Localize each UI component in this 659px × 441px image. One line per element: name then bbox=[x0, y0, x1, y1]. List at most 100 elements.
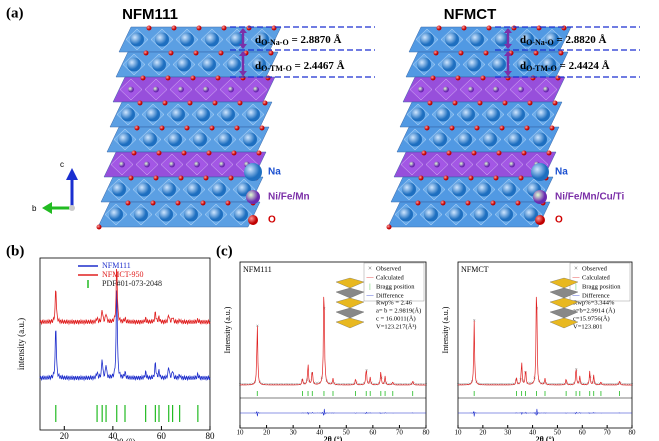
na-atom bbox=[209, 207, 223, 222]
d-spacing-label: dO-TM-O = 2.4467 Å bbox=[255, 60, 345, 73]
d-symbol: d bbox=[520, 60, 526, 72]
observed-point: × bbox=[410, 383, 413, 388]
observed-point: × bbox=[340, 383, 343, 388]
observed-point: × bbox=[596, 383, 599, 388]
o-atom bbox=[530, 75, 536, 81]
observed-point: × bbox=[251, 382, 254, 387]
d-subscript: O-TM-O bbox=[526, 64, 557, 73]
na-atom bbox=[121, 107, 135, 122]
observed-point: × bbox=[531, 382, 534, 387]
observed-point: × bbox=[345, 383, 348, 388]
observed-point: × bbox=[491, 383, 494, 388]
o-atom bbox=[175, 200, 181, 206]
observed-point: × bbox=[498, 383, 501, 388]
observed-point: × bbox=[368, 381, 371, 386]
o-atom bbox=[237, 100, 243, 106]
na-atom bbox=[442, 57, 456, 72]
observed-point: × bbox=[577, 381, 580, 386]
observed-point: × bbox=[333, 382, 336, 387]
na-atom bbox=[168, 132, 182, 147]
o-atom bbox=[128, 175, 134, 181]
o-atom bbox=[490, 200, 496, 206]
observed-point: × bbox=[482, 383, 485, 388]
d-symbol: d bbox=[255, 34, 261, 46]
x-tick-label: 50 bbox=[554, 429, 562, 437]
legend-symbol: | bbox=[575, 283, 576, 291]
observed-point: × bbox=[561, 383, 564, 388]
na-atom bbox=[187, 182, 201, 197]
na-atom bbox=[399, 207, 413, 222]
o-atom bbox=[552, 100, 558, 106]
observed-point: × bbox=[587, 382, 590, 387]
d-symbol: d bbox=[255, 60, 261, 72]
na-atom bbox=[230, 32, 244, 47]
x-tick-label: 70 bbox=[604, 429, 612, 437]
observed-point: × bbox=[598, 383, 601, 388]
x-tick-label: 60 bbox=[369, 429, 377, 437]
observed-point: × bbox=[512, 383, 515, 388]
na-atom bbox=[492, 57, 506, 72]
tm-atom bbox=[493, 86, 499, 93]
na-atom bbox=[458, 132, 472, 147]
tm-atom bbox=[543, 86, 549, 93]
legend-label: Bragg position bbox=[376, 283, 415, 290]
o-atom bbox=[125, 200, 131, 206]
o-atom bbox=[200, 200, 206, 206]
y-axis-label: intensity (a.u.) bbox=[16, 318, 26, 370]
tm-atom bbox=[484, 161, 490, 168]
plot-frame bbox=[457, 261, 633, 429]
legend-label: Bragg position bbox=[582, 283, 621, 290]
legend-symbol: — bbox=[572, 292, 581, 300]
o-atom bbox=[455, 75, 461, 81]
legend-box bbox=[569, 262, 631, 302]
observed-point: × bbox=[288, 383, 291, 388]
o-atom bbox=[502, 100, 508, 106]
d-value: = 2.8820 Å bbox=[554, 34, 607, 46]
o-atom bbox=[561, 25, 567, 31]
legend-o bbox=[535, 215, 545, 225]
o-atom bbox=[228, 175, 234, 181]
legend-label: Difference bbox=[376, 292, 404, 299]
observed-point: × bbox=[487, 383, 490, 388]
o-atom bbox=[518, 175, 524, 181]
o-atom bbox=[190, 75, 196, 81]
x-tick-label: 40 bbox=[529, 429, 537, 437]
legend-symbol: × bbox=[368, 265, 372, 273]
o-atom bbox=[458, 50, 464, 56]
difference-curve bbox=[458, 408, 632, 417]
d-value: = 2.4424 Å bbox=[557, 60, 610, 72]
observed-point: × bbox=[303, 382, 306, 387]
na-atom bbox=[524, 207, 538, 222]
observed-point: × bbox=[246, 383, 249, 388]
tm-atom bbox=[228, 86, 234, 93]
o-atom bbox=[546, 150, 552, 156]
difference-curve bbox=[240, 408, 426, 417]
observed-point: × bbox=[350, 383, 353, 388]
observed-point: × bbox=[390, 383, 393, 388]
observed-point: × bbox=[291, 383, 294, 388]
na-atom bbox=[536, 107, 550, 122]
observed-point: × bbox=[570, 383, 573, 388]
observed-point: × bbox=[607, 383, 610, 388]
o-atom bbox=[221, 25, 227, 31]
na-atom bbox=[246, 107, 260, 122]
o-atom bbox=[256, 150, 262, 156]
observed-point: × bbox=[494, 383, 497, 388]
legend-na bbox=[244, 163, 262, 181]
na-atom bbox=[467, 57, 481, 72]
o-atom bbox=[505, 75, 511, 81]
plot-frame bbox=[39, 257, 211, 431]
x-tick-label: 30 bbox=[504, 429, 512, 437]
na-atom bbox=[234, 207, 248, 222]
o-atom bbox=[515, 200, 521, 206]
observed-point: × bbox=[343, 383, 346, 388]
na-atom bbox=[118, 132, 132, 147]
na-atom bbox=[427, 182, 441, 197]
observed-point: × bbox=[298, 383, 301, 388]
panel-label: (a) bbox=[6, 5, 24, 21]
na-atom bbox=[227, 57, 241, 72]
o-atom bbox=[471, 150, 477, 156]
o-atom bbox=[440, 200, 446, 206]
legend-label: Difference bbox=[582, 292, 610, 299]
